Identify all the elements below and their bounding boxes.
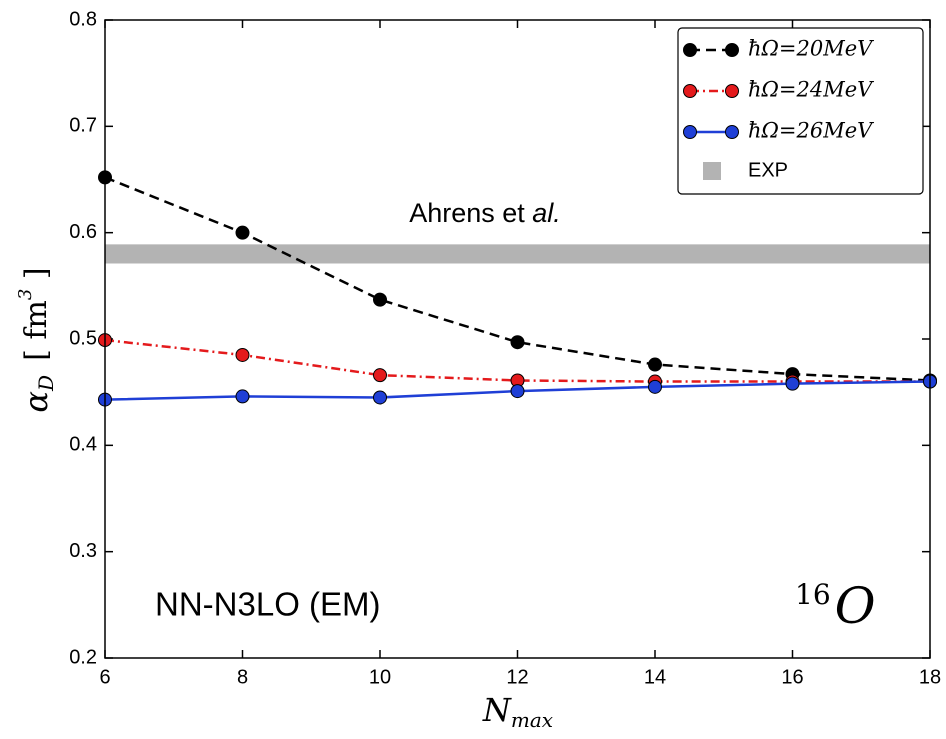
series-point: [235, 389, 250, 404]
legend-marker: [725, 43, 739, 57]
series-point: [373, 292, 387, 307]
interaction-annotation: NN-N3LO (EM): [155, 586, 381, 623]
y-tick-label: 0.8: [69, 8, 97, 30]
series-point: [785, 376, 800, 391]
legend-marker: [725, 125, 739, 139]
legend-label: ħΩ=24MeV: [748, 78, 874, 102]
x-label-main: N: [482, 691, 512, 729]
y-label-sub: D: [34, 375, 58, 392]
y-label-close: ]: [19, 267, 54, 288]
x-tick-label: 18: [919, 666, 941, 688]
x-tick-label: 10: [369, 666, 391, 688]
x-label-sub: max: [511, 708, 553, 732]
x-tick-label: 6: [99, 666, 110, 688]
series-point: [373, 390, 387, 405]
series-point: [235, 225, 250, 240]
y-tick-label: 0.2: [69, 646, 97, 668]
y-label-symbol: α: [17, 391, 55, 413]
x-tick-label: 12: [506, 666, 528, 688]
legend-label: EXP: [748, 159, 788, 181]
y-tick-label: 0.6: [69, 221, 97, 243]
plot-frame: [104, 19, 931, 659]
legend-box: [677, 27, 924, 195]
x-tick-label: 8: [237, 666, 248, 688]
legend-marker: [725, 84, 739, 98]
series-point: [373, 368, 387, 383]
series-point: [510, 384, 525, 399]
x-tick-label: 14: [644, 666, 666, 688]
legend-label: ħΩ=26MeV: [748, 119, 874, 143]
y-label-unit: [ fm: [19, 300, 54, 361]
legend-marker: [683, 43, 697, 57]
series-point: [510, 335, 525, 350]
legend-band: [703, 162, 721, 180]
y-tick-label: 0.4: [69, 434, 97, 456]
y-label-exp: 3: [15, 289, 36, 300]
legend-marker: [683, 125, 697, 139]
legend-marker: [683, 84, 697, 98]
mass-number: 16: [795, 578, 831, 611]
nucleus-annotation: 16O: [795, 577, 876, 635]
reference-annotation: Ahrens et al.: [409, 198, 561, 228]
series-point: [648, 379, 662, 394]
y-axis-label: αD [ fm3 ]: [15, 267, 58, 412]
series-point: [235, 347, 250, 362]
y-tick-label: 0.3: [69, 540, 97, 562]
reference-italic: al.: [532, 198, 561, 228]
element: O: [835, 577, 876, 635]
y-tick-label: 0.7: [69, 115, 97, 137]
exp-band: [105, 244, 930, 264]
reference-text: Ahrens et: [409, 198, 532, 228]
x-axis-label: Nmax: [482, 691, 553, 732]
x-tick-label: 16: [781, 666, 803, 688]
series-point: [648, 357, 662, 372]
legend-label: ħΩ=20MeV: [748, 37, 874, 61]
y-tick-label: 0.5: [69, 327, 97, 349]
